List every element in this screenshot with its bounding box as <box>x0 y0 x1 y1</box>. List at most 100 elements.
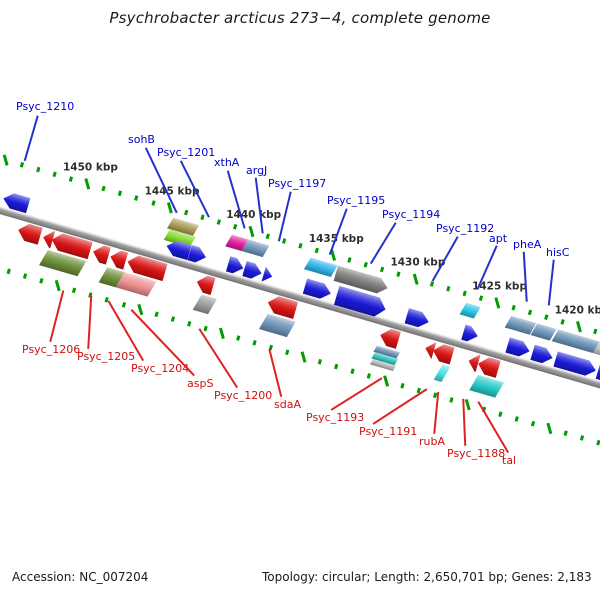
ruler-tick <box>544 313 549 320</box>
ruler-tick <box>118 190 123 196</box>
gene-label[interactable]: sohB <box>128 133 155 146</box>
ruler-tick <box>560 318 565 325</box>
gene-label[interactable]: Psyc_1195 <box>327 194 386 207</box>
gene-label[interactable]: Psyc_1210 <box>16 100 75 113</box>
ruler-tick <box>39 277 44 284</box>
ruler-tick <box>576 320 583 332</box>
ruler-tick <box>219 327 225 339</box>
ruler-tick <box>20 161 25 168</box>
ruler-tick <box>396 271 402 277</box>
ruler-tick <box>400 382 405 388</box>
ruler-tick <box>6 268 12 274</box>
figure-title: Psychrobacter arcticus 273−4, complete g… <box>109 9 491 27</box>
gene-glyph-top-outer[interactable] <box>241 239 270 258</box>
ruler-tick <box>593 328 598 334</box>
gene-label[interactable]: Psyc_1192 <box>436 222 495 235</box>
ruler-label: 1445 kbp <box>144 185 200 198</box>
ruler-tick <box>462 290 467 296</box>
gene-glyph-bottom-inner[interactable] <box>41 228 56 248</box>
gene-glyph-bottom-outer[interactable] <box>433 364 451 382</box>
ruler-tick <box>364 261 369 268</box>
ruler-tick <box>23 272 28 279</box>
ruler-tick <box>380 266 385 272</box>
ruler-tick <box>72 287 77 293</box>
ruler-tick <box>498 410 503 417</box>
gene-label[interactable]: Psyc_1200 <box>214 389 273 402</box>
gene-label[interactable]: hisC <box>546 246 570 259</box>
ruler-tick <box>596 439 600 446</box>
gene-glyph-top-outer[interactable] <box>459 302 481 319</box>
label-leader-line <box>462 398 466 446</box>
accession-text: Accession: NC_007204 <box>12 570 149 584</box>
ruler-tick <box>563 429 569 436</box>
gene-label[interactable]: pheA <box>513 238 542 251</box>
ruler-tick <box>464 398 471 410</box>
ruler-tick <box>52 171 58 177</box>
ruler-tick <box>200 213 205 220</box>
gene-glyph-bottom-inner[interactable] <box>423 340 437 360</box>
gene-label[interactable]: tal <box>502 454 517 467</box>
ruler-label: 1420 kbp <box>554 304 600 317</box>
gene-label[interactable]: Psyc_1197 <box>268 177 327 190</box>
gene-label[interactable]: xthA <box>214 156 240 169</box>
ruler-tick <box>412 272 419 285</box>
gene-label[interactable]: Psyc_1206 <box>22 343 81 356</box>
ruler-tick <box>203 325 208 331</box>
gene-label[interactable]: aspS <box>187 377 214 390</box>
label-leader-line <box>372 388 428 425</box>
ruler-tick <box>183 209 189 215</box>
gene-glyph-top-outer[interactable] <box>551 329 600 354</box>
gene-glyph-bottom-outer[interactable] <box>469 374 505 398</box>
ruler-tick <box>121 301 126 308</box>
gene-label[interactable]: argJ <box>246 164 268 177</box>
gene-label[interactable]: Psyc_1201 <box>157 146 216 159</box>
gene-label[interactable]: sdaA <box>274 398 301 411</box>
ruler-tick <box>494 296 501 309</box>
gene-label[interactable]: Psyc_1205 <box>77 350 136 363</box>
ruler-tick <box>298 242 303 249</box>
ruler-tick <box>314 247 320 253</box>
label-leader-line <box>433 391 439 434</box>
gene-label[interactable]: Psyc_1188 <box>447 447 506 460</box>
ruler-tick <box>318 358 323 365</box>
ruler-tick <box>514 415 519 422</box>
gene-label[interactable]: Psyc_1204 <box>131 362 190 375</box>
label-leader-line <box>255 177 264 234</box>
label-leader-line <box>49 290 64 342</box>
ruler-tick <box>55 279 62 291</box>
label-leader-line <box>87 295 92 349</box>
gene-label[interactable]: Psyc_1194 <box>382 208 441 221</box>
ruler-tick <box>265 232 271 239</box>
ruler-tick <box>216 218 221 225</box>
gene-glyph-bottom-inner[interactable] <box>91 243 111 265</box>
ruler-label: 1440 kbp <box>226 208 282 221</box>
ruler-tick <box>248 225 255 237</box>
ruler-tick <box>236 334 241 341</box>
ruler-tick <box>511 304 516 310</box>
ruler-tick <box>527 309 533 315</box>
ruler-tick <box>134 194 139 201</box>
gene-glyph-bottom-inner[interactable] <box>194 273 215 295</box>
ruler-tick <box>69 175 74 182</box>
ruler-tick <box>2 153 9 166</box>
label-leader-line <box>329 208 348 256</box>
ruler-tick <box>478 294 484 301</box>
gene-label[interactable]: Psyc_1193 <box>306 411 365 424</box>
ruler-tick <box>382 374 389 387</box>
ruler-tick <box>367 372 372 379</box>
ruler-tick <box>170 315 175 322</box>
ruler-tick <box>449 396 454 403</box>
gene-glyph-bottom-inner[interactable] <box>466 352 481 372</box>
label-leader-line <box>523 251 528 302</box>
gene-label[interactable]: apt <box>489 232 508 245</box>
gene-glyph-bottom-inner[interactable] <box>108 248 128 270</box>
gene-glyph-bottom-outer[interactable] <box>192 294 217 315</box>
ruler-tick <box>154 310 159 317</box>
label-leader-line <box>330 377 383 411</box>
ruler-label: 1430 kbp <box>390 256 446 269</box>
ruler-tick <box>445 285 451 291</box>
gene-label[interactable]: Psyc_1191 <box>359 425 418 438</box>
ruler-tick <box>252 339 257 346</box>
gene-label[interactable]: rubA <box>419 435 446 448</box>
